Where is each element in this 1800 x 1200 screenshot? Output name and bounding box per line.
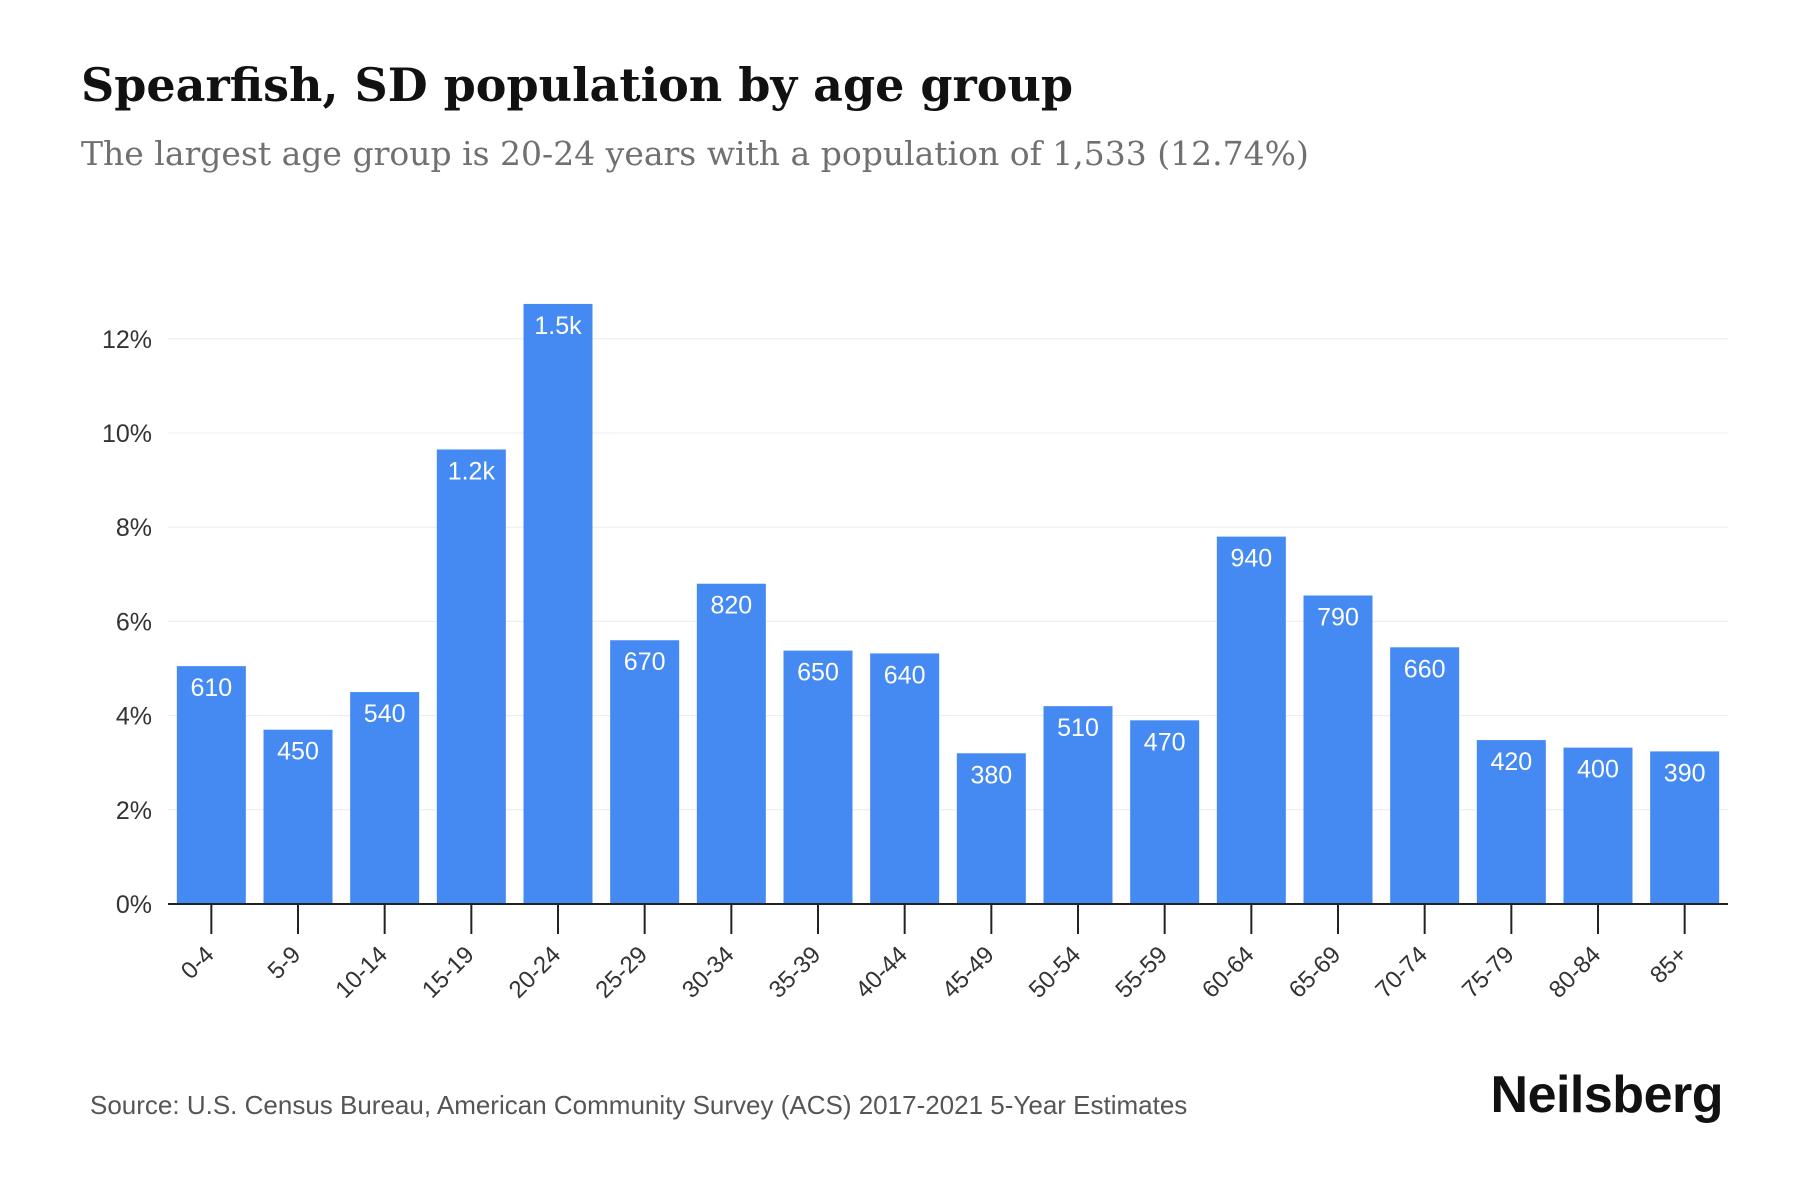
bar-data-label: 790	[1317, 603, 1359, 631]
x-tick-label: 55-59	[1110, 941, 1173, 1004]
x-tick-label: 10-14	[330, 941, 393, 1004]
bar-data-label: 650	[797, 659, 839, 687]
x-tick-label: 30-34	[677, 941, 740, 1004]
bar	[1650, 751, 1720, 904]
bar-data-label: 1.2k	[448, 457, 496, 485]
y-tick-label: 10%	[102, 420, 152, 448]
bar	[1390, 647, 1460, 904]
chart-title: Spearfish, SD population by age group	[81, 58, 1074, 112]
bar-data-label: 420	[1490, 748, 1532, 776]
bar-data-label: 670	[624, 648, 666, 676]
bar	[956, 753, 1026, 904]
bar-data-label: 660	[1404, 655, 1446, 683]
bar-data-label: 450	[277, 738, 319, 766]
bar	[1476, 740, 1546, 904]
bar	[350, 692, 420, 904]
bar	[523, 303, 593, 904]
x-tick-label: 20-24	[504, 941, 567, 1004]
x-tick-label: 45-49	[937, 941, 1000, 1004]
bar	[1130, 720, 1200, 904]
x-tick-label: 25-29	[590, 941, 653, 1004]
bar-data-label: 390	[1664, 759, 1706, 787]
x-tick-label: 5-9	[263, 941, 307, 985]
x-tick-label: 80-84	[1544, 941, 1607, 1004]
x-tick-label: 60-64	[1197, 941, 1260, 1004]
bar-chart: 0% 2% 4% 6% 8% 10% 12% 610 0-4 450 5-9 540 10-14 1.2k…	[102, 303, 1728, 1004]
bar	[1043, 706, 1113, 904]
bar	[1216, 536, 1286, 904]
bar-data-label: 610	[190, 674, 232, 702]
y-tick-label: 6%	[116, 608, 152, 636]
bar-data-label: 540	[364, 700, 406, 728]
bar-data-label: 510	[1057, 714, 1099, 742]
x-tick-label: 65-69	[1284, 941, 1347, 1004]
bar	[1303, 595, 1373, 904]
bar-data-label: 400	[1577, 756, 1619, 784]
bar	[696, 583, 766, 904]
bar	[783, 650, 853, 904]
x-tick-label: 15-19	[417, 941, 480, 1004]
y-tick-label: 12%	[102, 326, 152, 354]
bar-data-label: 820	[710, 592, 752, 620]
x-tick-label: 40-44	[850, 941, 913, 1004]
bar-data-label: 640	[884, 661, 926, 689]
bar	[436, 449, 506, 904]
bar-data-label: 380	[970, 761, 1012, 789]
x-tick-label: 0-4	[176, 941, 220, 985]
x-tick-label: 70-74	[1370, 941, 1433, 1004]
bar	[176, 666, 246, 904]
y-tick-label: 4%	[116, 703, 152, 731]
x-tick-label: 35-39	[764, 941, 827, 1004]
x-tick-label: 85+	[1645, 941, 1693, 989]
y-tick-label: 0%	[116, 891, 152, 919]
bar	[263, 729, 333, 904]
brand-logo: Neilsberg	[1490, 1066, 1724, 1124]
bar-data-label: 1.5k	[534, 312, 582, 340]
bar-data-label: 940	[1230, 545, 1272, 573]
bar	[870, 653, 940, 904]
bar	[1563, 747, 1633, 904]
chart-subtitle: The largest age group is 20-24 years wit…	[81, 134, 1309, 173]
bar-data-label: 470	[1144, 728, 1186, 756]
x-tick-label: 75-79	[1457, 941, 1520, 1004]
x-tick-label: 50-54	[1024, 941, 1087, 1004]
source-note: Source: U.S. Census Bureau, American Com…	[90, 1090, 1188, 1120]
y-tick-label: 2%	[116, 797, 152, 825]
y-tick-label: 8%	[116, 514, 152, 542]
bar	[610, 640, 680, 904]
